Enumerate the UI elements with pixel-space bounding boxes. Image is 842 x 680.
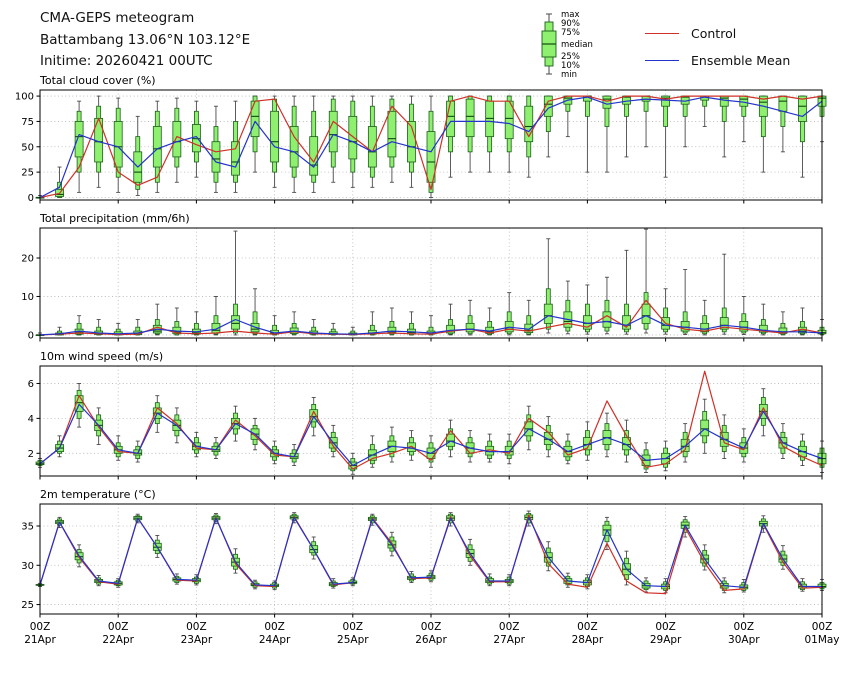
svg-text:35: 35 [21,522,34,533]
svg-text:25: 25 [21,168,34,179]
svg-text:00Z: 00Z [499,621,520,633]
svg-text:0: 0 [28,330,34,341]
svg-text:00Z: 00Z [108,621,129,633]
svg-text:25: 25 [21,600,34,611]
ensemble-line-sample [645,60,679,61]
panel-cloud-cover-plot: 0 25 50 75 100 [15,89,827,204]
legend-ensemble-label: Ensemble Mean [691,53,791,68]
panel-wind-speed-plot: 2 4 6 [28,365,827,480]
panel-precipitation-plot: 0 10 20 [21,227,827,342]
legend-control-label: Control [691,26,737,41]
svg-text:00Z: 00Z [421,621,442,633]
panel-title-cloud-cover: Total cloud cover (%) [40,74,156,87]
svg-text:min: min [561,70,577,80]
svg-text:20: 20 [21,254,34,265]
panel-cloud-cover: Total cloud cover (%) 0 25 50 75 100 [0,74,842,212]
svg-text:24Apr: 24Apr [259,634,291,646]
svg-text:22Apr: 22Apr [102,634,134,646]
svg-text:00Z: 00Z [264,621,285,633]
line-legend: Control Ensemble Mean [645,20,790,74]
svg-text:00Z: 00Z [343,621,364,633]
svg-text:00Z: 00Z [30,621,51,633]
svg-text:4: 4 [28,414,34,425]
svg-text:median: median [561,40,593,50]
panel-title-precipitation: Total precipitation (mm/6h) [40,212,190,225]
svg-text:27Apr: 27Apr [493,634,525,646]
svg-text:25%: 25% [561,52,580,62]
svg-text:21Apr: 21Apr [24,634,56,646]
svg-text:75%: 75% [561,28,580,38]
header-inittime: Initime: 20260421 00UTC [40,53,213,69]
svg-text:6: 6 [28,379,34,390]
svg-text:max: max [561,10,580,20]
svg-text:00Z: 00Z [812,621,833,633]
header-location: Battambang 13.06°N 103.12°E [40,31,251,48]
panel-title-wind-speed: 10m wind speed (m/s) [40,350,164,363]
charts: Total cloud cover (%) 0 25 50 75 100 Total p… [0,74,842,654]
svg-text:23Apr: 23Apr [181,634,213,646]
svg-text:50: 50 [21,142,34,153]
page-title: CMA-GEPS meteogram [40,10,195,26]
svg-text:00Z: 00Z [734,621,755,633]
svg-text:100: 100 [15,92,34,103]
panel-precipitation: Total precipitation (mm/6h) 0 10 20 [0,212,842,350]
svg-text:25Apr: 25Apr [337,634,369,646]
svg-text:10%: 10% [561,61,580,71]
panel-title-temperature: 2m temperature (°C) [40,488,156,501]
legend-ensemble: Ensemble Mean [645,47,790,74]
control-line-sample [645,33,679,34]
panel-temperature-plot: 25303500Z21Apr00Z22Apr00Z23Apr00Z24Apr00… [21,503,840,646]
svg-text:00Z: 00Z [655,621,676,633]
svg-text:10: 10 [21,292,34,303]
svg-text:00Z: 00Z [577,621,598,633]
svg-text:75: 75 [21,117,34,128]
svg-text:28Apr: 28Apr [572,634,604,646]
legend-control: Control [645,20,790,47]
svg-text:01May: 01May [804,634,839,646]
svg-text:2: 2 [28,449,34,460]
svg-text:90%: 90% [561,19,580,29]
header: CMA-GEPS meteogram Battambang 13.06°N 10… [40,8,250,73]
svg-text:30Apr: 30Apr [728,634,760,646]
panel-wind-speed: 10m wind speed (m/s) 2 4 6 [0,350,842,488]
svg-text:26Apr: 26Apr [415,634,447,646]
svg-text:0: 0 [28,193,34,204]
svg-text:29Apr: 29Apr [650,634,682,646]
svg-text:30: 30 [21,561,34,572]
svg-text:00Z: 00Z [186,621,207,633]
panel-temperature: 2m temperature (°C) 25 30 35 00Z 21Apr 00Z 22A… [0,488,842,654]
